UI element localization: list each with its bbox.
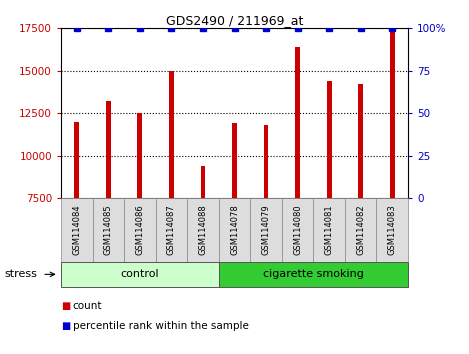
Text: GSM114085: GSM114085 (104, 205, 113, 256)
Bar (106, 101, 111, 198)
Text: GSM114081: GSM114081 (325, 205, 333, 256)
Text: ■: ■ (61, 301, 70, 311)
Text: count: count (73, 301, 102, 311)
Text: GSM114083: GSM114083 (388, 205, 397, 256)
Title: GDS2490 / 211969_at: GDS2490 / 211969_at (166, 14, 303, 27)
Bar (327, 81, 332, 198)
Text: stress: stress (5, 269, 38, 279)
Bar (295, 47, 300, 198)
Text: GSM114084: GSM114084 (72, 205, 81, 256)
Bar (75, 122, 79, 198)
Bar (358, 84, 363, 198)
Text: GSM114088: GSM114088 (198, 205, 207, 256)
Text: GSM114082: GSM114082 (356, 205, 365, 256)
Bar (232, 124, 237, 198)
Text: ■: ■ (61, 321, 70, 331)
Bar (264, 125, 268, 198)
Text: control: control (121, 269, 159, 279)
Text: GSM114080: GSM114080 (293, 205, 302, 256)
Text: cigarette smoking: cigarette smoking (263, 269, 364, 279)
Text: GSM114086: GSM114086 (136, 205, 144, 256)
Text: GSM114078: GSM114078 (230, 205, 239, 256)
Bar (137, 113, 142, 198)
Bar (201, 166, 205, 198)
Text: GSM114079: GSM114079 (262, 205, 271, 256)
Text: percentile rank within the sample: percentile rank within the sample (73, 321, 249, 331)
Bar (390, 28, 394, 198)
Text: GSM114087: GSM114087 (167, 205, 176, 256)
Bar (169, 71, 174, 198)
